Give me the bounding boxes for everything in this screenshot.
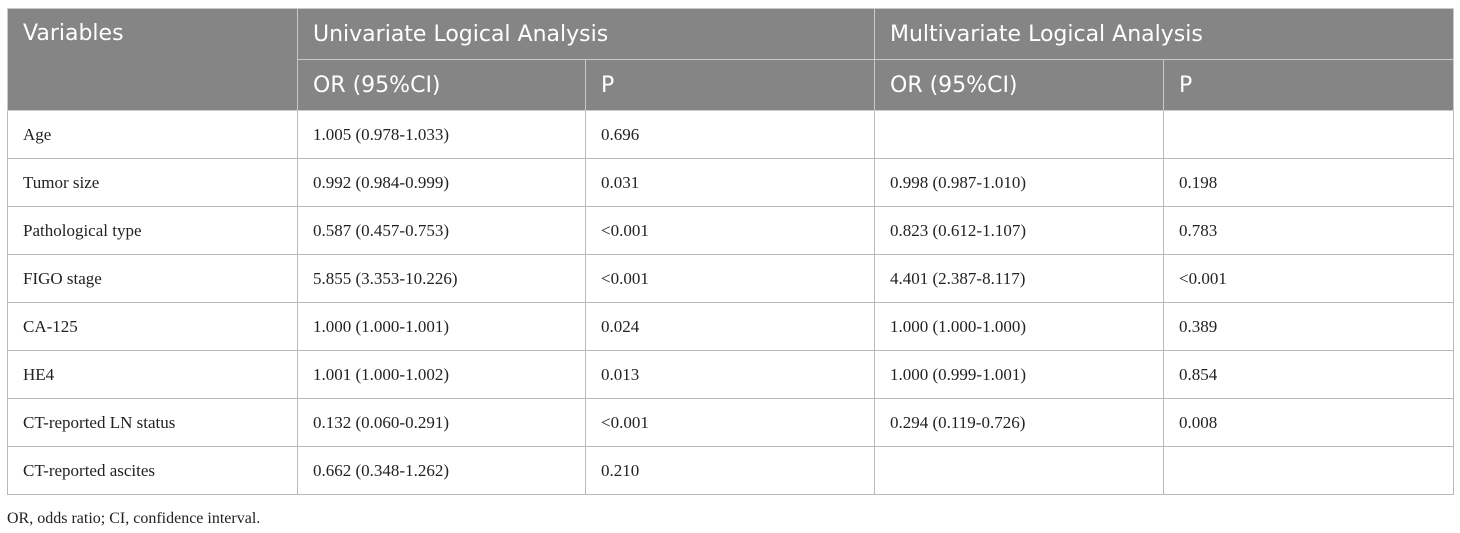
table-row: Tumor size 0.992 (0.984-0.999) 0.031 0.9… xyxy=(7,158,1454,207)
table-row: Age 1.005 (0.978-1.033) 0.696 xyxy=(7,110,1454,159)
cell-uni-or: 5.855 (3.353-10.226) xyxy=(297,254,586,303)
cell-multi-p xyxy=(1163,110,1454,159)
cell-variable: CT-reported ascites xyxy=(7,446,298,495)
table-row: HE4 1.001 (1.000-1.002) 0.013 1.000 (0.9… xyxy=(7,350,1454,399)
cell-multi-or xyxy=(874,446,1164,495)
cell-uni-p: 0.210 xyxy=(585,446,875,495)
cell-variable: FIGO stage xyxy=(7,254,298,303)
cell-variable: Pathological type xyxy=(7,206,298,255)
cell-variable: CA-125 xyxy=(7,302,298,351)
cell-multi-p xyxy=(1163,446,1454,495)
table-footnote: OR, odds ratio; CI, confidence interval. xyxy=(7,510,261,527)
header-variables: Variables xyxy=(7,8,298,111)
cell-variable: HE4 xyxy=(7,350,298,399)
header-multivariate: Multivariate Logical Analysis xyxy=(874,8,1454,60)
results-table-container: Variables Univariate Logical Analysis Mu… xyxy=(7,8,1454,495)
cell-uni-p: 0.013 xyxy=(585,350,875,399)
cell-multi-or: 1.000 (1.000-1.000) xyxy=(874,302,1164,351)
cell-uni-or: 0.587 (0.457-0.753) xyxy=(297,206,586,255)
cell-multi-p: <0.001 xyxy=(1163,254,1454,303)
table-row: CT-reported ascites 0.662 (0.348-1.262) … xyxy=(7,446,1454,495)
logistic-analysis-table: Variables Univariate Logical Analysis Mu… xyxy=(7,8,1454,495)
cell-multi-or: 0.294 (0.119-0.726) xyxy=(874,398,1164,447)
cell-uni-or: 1.000 (1.000-1.001) xyxy=(297,302,586,351)
table-row: Pathological type 0.587 (0.457-0.753) <0… xyxy=(7,206,1454,255)
header-multi-or: OR (95%CI) xyxy=(874,59,1164,111)
header-univariate: Univariate Logical Analysis xyxy=(297,8,875,60)
cell-uni-p: 0.696 xyxy=(585,110,875,159)
cell-uni-p: <0.001 xyxy=(585,206,875,255)
table-row: CT-reported LN status 0.132 (0.060-0.291… xyxy=(7,398,1454,447)
cell-uni-or: 1.001 (1.000-1.002) xyxy=(297,350,586,399)
cell-uni-or: 0.662 (0.348-1.262) xyxy=(297,446,586,495)
cell-uni-p: 0.031 xyxy=(585,158,875,207)
cell-variable: Tumor size xyxy=(7,158,298,207)
cell-multi-or: 1.000 (0.999-1.001) xyxy=(874,350,1164,399)
cell-multi-p: 0.783 xyxy=(1163,206,1454,255)
cell-multi-p: 0.198 xyxy=(1163,158,1454,207)
header-uni-or: OR (95%CI) xyxy=(297,59,586,111)
cell-multi-or: 4.401 (2.387-8.117) xyxy=(874,254,1164,303)
table-row: FIGO stage 5.855 (3.353-10.226) <0.001 4… xyxy=(7,254,1454,303)
cell-variable: Age xyxy=(7,110,298,159)
cell-variable: CT-reported LN status xyxy=(7,398,298,447)
header-multi-p: P xyxy=(1163,59,1454,111)
cell-uni-p: <0.001 xyxy=(585,398,875,447)
cell-multi-or: 0.823 (0.612-1.107) xyxy=(874,206,1164,255)
cell-multi-p: 0.008 xyxy=(1163,398,1454,447)
cell-multi-p: 0.854 xyxy=(1163,350,1454,399)
cell-uni-p: 0.024 xyxy=(585,302,875,351)
cell-uni-or: 1.005 (0.978-1.033) xyxy=(297,110,586,159)
cell-multi-or: 0.998 (0.987-1.010) xyxy=(874,158,1164,207)
cell-multi-or xyxy=(874,110,1164,159)
table-row: CA-125 1.000 (1.000-1.001) 0.024 1.000 (… xyxy=(7,302,1454,351)
cell-uni-p: <0.001 xyxy=(585,254,875,303)
cell-uni-or: 0.992 (0.984-0.999) xyxy=(297,158,586,207)
header-row-2: OR (95%CI) P OR (95%CI) P xyxy=(8,59,1454,111)
header-row-1: Variables Univariate Logical Analysis Mu… xyxy=(7,8,1454,111)
cell-multi-p: 0.389 xyxy=(1163,302,1454,351)
cell-uni-or: 0.132 (0.060-0.291) xyxy=(297,398,586,447)
header-uni-p: P xyxy=(585,59,875,111)
